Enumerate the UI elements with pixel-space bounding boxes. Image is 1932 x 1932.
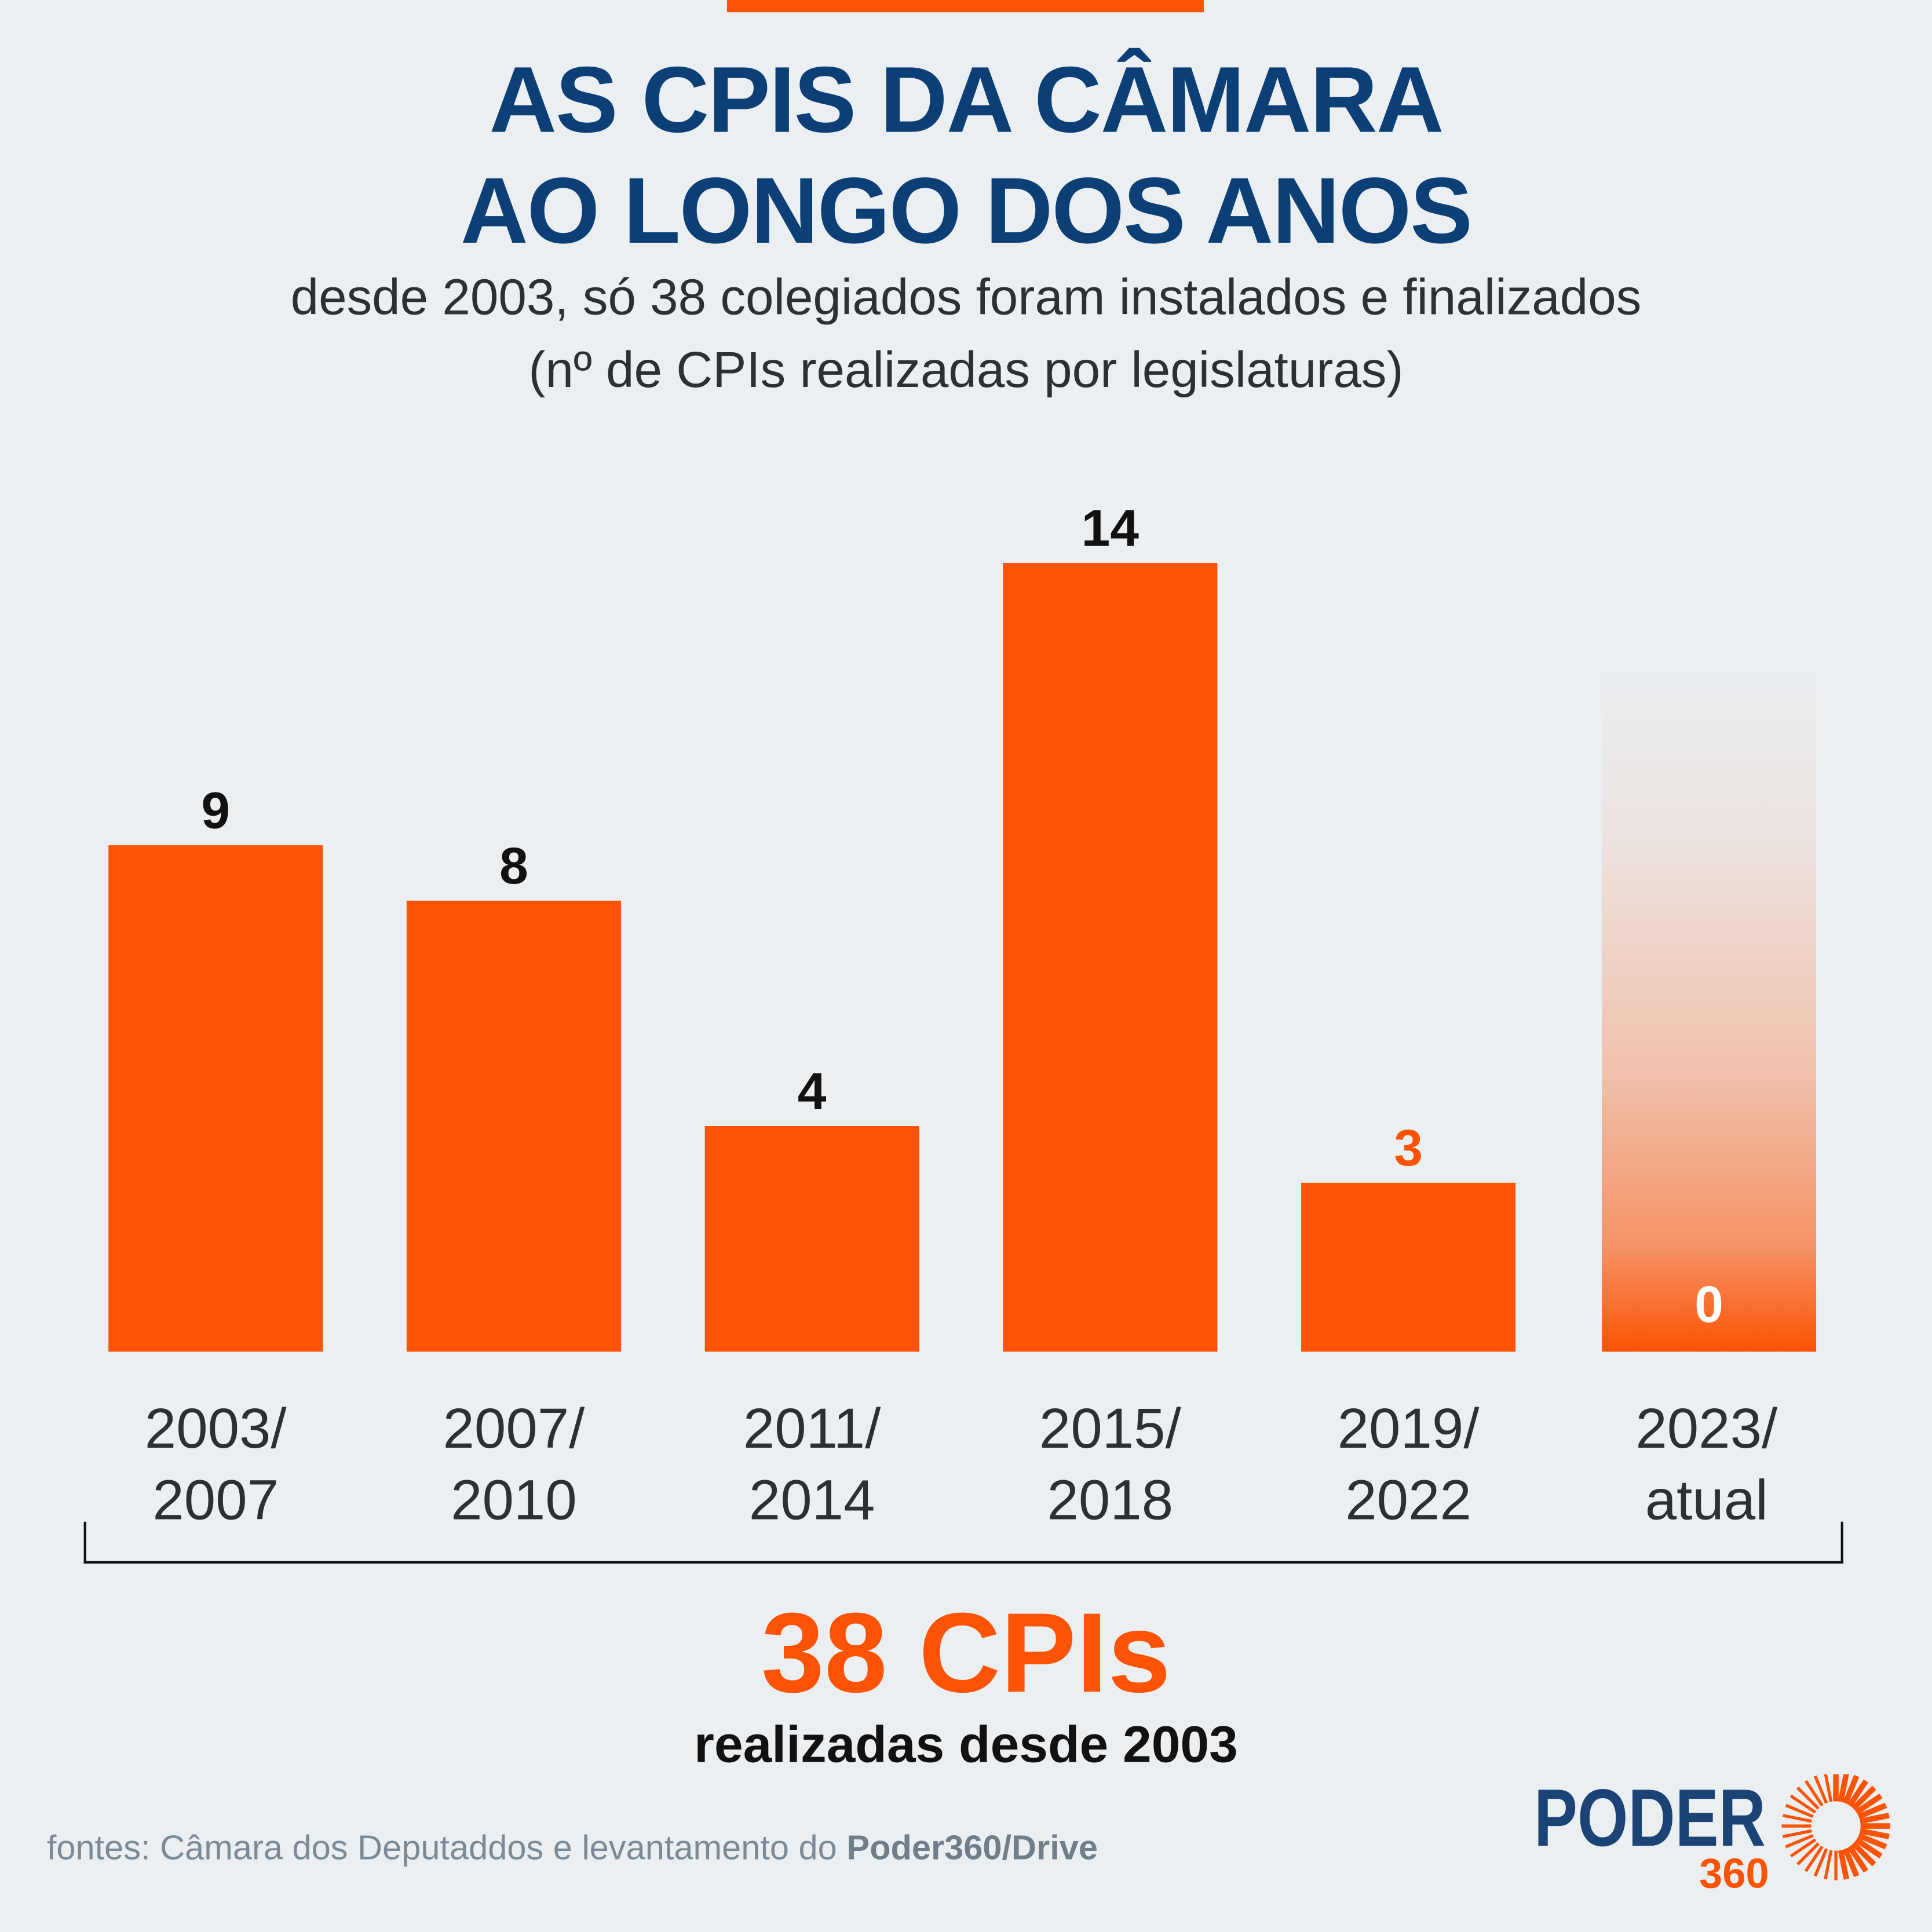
bar-0 <box>108 845 323 1352</box>
source-prefix: fontes: Câmara dos Deputaddos e levantam… <box>46 1828 847 1867</box>
value-label-3: 14 <box>1081 499 1140 557</box>
category-line: 2019/ <box>1337 1396 1480 1460</box>
value-label-5: 0 <box>1694 1275 1723 1334</box>
category-line: 2007 <box>152 1467 279 1532</box>
sun-ray <box>1859 1813 1890 1824</box>
category-line: 2023/ <box>1635 1396 1778 1460</box>
value-label-1: 8 <box>499 837 528 895</box>
category-label-1: 2007/2010 <box>365 1392 663 1535</box>
category-line: 2022 <box>1345 1467 1471 1532</box>
sun-ray <box>1851 1785 1876 1811</box>
sun-ray <box>1813 1848 1828 1877</box>
sun-ray <box>1785 1834 1814 1849</box>
value-label-4: 3 <box>1394 1119 1423 1177</box>
sun-ray <box>1782 1829 1812 1838</box>
bar-4 <box>1301 1182 1516 1352</box>
category-line: 2015/ <box>1039 1396 1181 1460</box>
value-label-0: 9 <box>201 780 231 839</box>
category-line: 2011/ <box>743 1396 881 1460</box>
sun-ray <box>1796 1842 1820 1866</box>
sun-ray <box>1824 1774 1833 1802</box>
sun-ray <box>1851 1841 1876 1867</box>
sun-ray <box>1782 1814 1812 1823</box>
category-label-0: 2003/2007 <box>67 1392 365 1535</box>
poder360-logo: PODER 360 <box>1534 1774 1890 1897</box>
total-bracket <box>83 1521 1843 1564</box>
sun-ray <box>1847 1779 1869 1807</box>
subtitle-line-2: (nº de CPIs realizadas por legislaturas) <box>528 341 1404 398</box>
sun-ray <box>1813 1775 1828 1804</box>
sun-ray <box>1859 1828 1890 1840</box>
total-caption: realizadas desde 2003 <box>694 1715 1238 1773</box>
source-bold: Poder360/Drive <box>846 1828 1098 1867</box>
sun-ray <box>1854 1837 1883 1859</box>
sun-ray <box>1854 1794 1883 1815</box>
sun-ray <box>1804 1780 1824 1807</box>
category-line: 2007/ <box>443 1396 585 1460</box>
top-accent-bar <box>726 0 1204 13</box>
sun-ray <box>1785 1803 1814 1818</box>
sun-ray <box>1842 1774 1860 1805</box>
logo-text: PODER <box>1534 1774 1766 1863</box>
bar-3 <box>1003 563 1218 1352</box>
title-line-2: AO LONGO DOS ANOS <box>460 159 1473 264</box>
sun-ray <box>1847 1845 1869 1873</box>
category-line: atual <box>1645 1467 1768 1532</box>
sun-ray <box>1857 1832 1887 1850</box>
logo-number: 360 <box>1699 1850 1769 1897</box>
subtitle-line-1: desde 2003, só 38 colegiados foram insta… <box>290 268 1642 326</box>
sun-ray <box>1842 1847 1860 1878</box>
category-label-4: 2019/2022 <box>1259 1392 1558 1535</box>
source-note: fontes: Câmara dos Deputaddos e levantam… <box>47 1828 1098 1868</box>
sun-ray <box>1789 1794 1817 1814</box>
sun-ray <box>1838 1774 1849 1803</box>
sun-ray <box>1804 1845 1824 1872</box>
sun-ray <box>1789 1838 1817 1858</box>
category-label-5: 2023/atual <box>1557 1392 1856 1535</box>
sun-rays-icon <box>1781 1774 1890 1880</box>
sun-ray <box>1838 1849 1850 1880</box>
title-line-1: AS CPIS DA CÂMARA <box>489 48 1444 153</box>
bar-5 <box>1601 665 1817 1352</box>
bar-2 <box>704 1126 919 1352</box>
total-value: 38 CPIs <box>761 1590 1171 1716</box>
category-line: 2003/ <box>144 1396 287 1460</box>
sun-ray <box>1857 1802 1887 1820</box>
value-label-2: 4 <box>797 1062 827 1120</box>
category-line: 2010 <box>451 1467 577 1532</box>
sun-ray <box>1796 1787 1820 1810</box>
category-label-3: 2015/2018 <box>961 1392 1259 1535</box>
sun-ray <box>1824 1850 1833 1880</box>
category-label-2: 2011/2014 <box>663 1392 961 1535</box>
category-line: 2014 <box>748 1467 875 1532</box>
category-line: 2018 <box>1047 1467 1174 1532</box>
bar-1 <box>406 901 621 1352</box>
